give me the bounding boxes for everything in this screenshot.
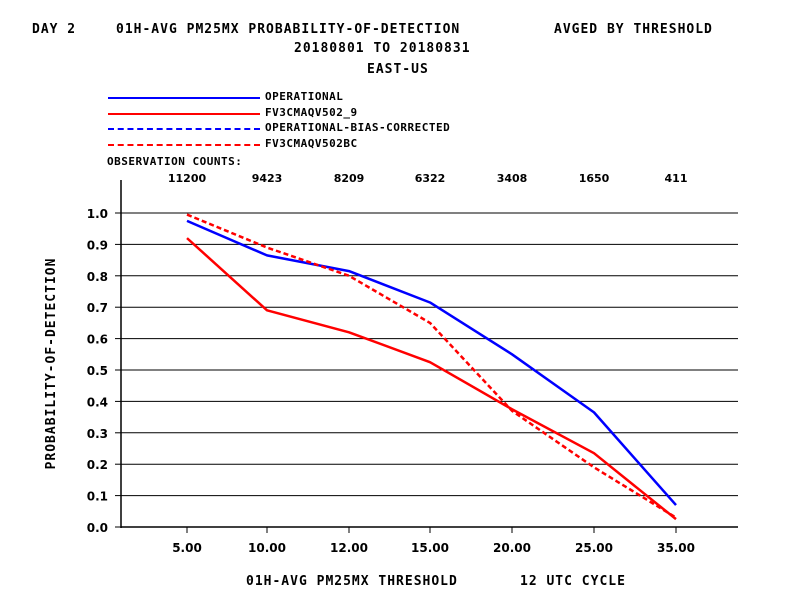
- chart-title: 01H-AVG PM25MX PROBABILITY-OF-DETECTION: [116, 22, 461, 37]
- y-tick-label: 0.3: [87, 427, 108, 441]
- series-line-0: [186, 219, 677, 506]
- y-tick-label: 1.0: [87, 207, 108, 221]
- y-axis-label: PROBABILITY-OF-DETECTION: [44, 258, 59, 470]
- x-tick-label: 20.00: [493, 541, 531, 555]
- legend-swatch: [108, 97, 260, 99]
- x-axis-label: 01H-AVG PM25MX THRESHOLD: [246, 574, 458, 589]
- cycle-label: 12 UTC CYCLE: [520, 574, 626, 589]
- legend-label: OPERATIONAL: [265, 90, 344, 103]
- x-tick-label: 10.00: [248, 541, 286, 555]
- obs-count: 11200: [167, 172, 207, 185]
- region: EAST-US: [367, 62, 429, 77]
- obs-count: 1650: [578, 172, 610, 185]
- legend-swatch: [108, 128, 260, 130]
- obs-counts-label: OBSERVATION COUNTS:: [107, 155, 243, 168]
- y-tick-label: 0.2: [87, 458, 108, 472]
- legend-label: FV3CMAQV502_9: [265, 105, 358, 119]
- y-tick-label: 0.5: [87, 364, 108, 378]
- y-tick-label: 0.6: [87, 333, 108, 347]
- legend-swatch: [108, 143, 260, 146]
- obs-count: 9423: [251, 172, 283, 185]
- obs-count: 8209: [333, 172, 365, 185]
- y-tick-label: 0.4: [87, 395, 108, 409]
- x-tick-label: 35.00: [657, 541, 695, 555]
- x-tick-label: 25.00: [575, 541, 613, 555]
- obs-count: 6322: [414, 172, 446, 185]
- date-range: 20180801 TO 20180831: [294, 41, 471, 56]
- obs-count: 411: [664, 172, 688, 185]
- y-tick-label: 0.9: [87, 238, 108, 252]
- y-tick-label: 0.0: [87, 521, 108, 535]
- y-tick-label: 0.8: [87, 270, 108, 284]
- header-left: DAY 2: [32, 22, 77, 37]
- legend-label: OPERATIONAL-BIAS-CORRECTED: [265, 121, 451, 134]
- header-right: AVGED BY THRESHOLD: [554, 22, 713, 37]
- y-tick-label: 0.1: [87, 490, 108, 504]
- y-tick-label: 0.7: [87, 301, 108, 315]
- legend-label: FV3CMAQV502BC: [265, 136, 358, 150]
- x-tick-label: 15.00: [411, 541, 449, 555]
- legend-swatch: [108, 112, 260, 115]
- series-line-3: [186, 213, 677, 519]
- x-tick-label: 5.00: [172, 541, 202, 555]
- x-tick-label: 12.00: [330, 541, 368, 555]
- series-line-1: [186, 237, 677, 521]
- obs-count: 3408: [496, 172, 528, 185]
